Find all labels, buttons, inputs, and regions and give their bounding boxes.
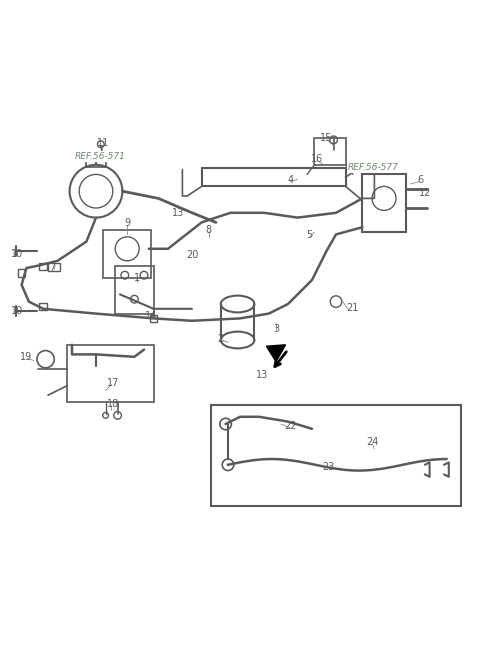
- Text: 19: 19: [20, 352, 33, 362]
- Text: 2: 2: [217, 333, 224, 344]
- Text: REF.56-577: REF.56-577: [348, 163, 399, 172]
- Text: 8: 8: [206, 224, 212, 235]
- Text: 20: 20: [186, 250, 198, 260]
- Text: 16: 16: [311, 154, 323, 164]
- Text: 10: 10: [11, 249, 23, 258]
- Text: 3: 3: [273, 324, 279, 334]
- Text: 1: 1: [134, 273, 140, 283]
- Text: 5: 5: [306, 230, 313, 240]
- Text: 13: 13: [255, 370, 268, 380]
- Text: 6: 6: [417, 175, 423, 185]
- Text: 12: 12: [419, 188, 431, 197]
- Text: 13: 13: [171, 208, 184, 218]
- Text: 9: 9: [124, 218, 130, 228]
- Text: 23: 23: [323, 462, 335, 472]
- Text: 10: 10: [11, 306, 23, 316]
- Text: 14: 14: [145, 311, 157, 321]
- Text: 21: 21: [347, 303, 359, 313]
- Polygon shape: [266, 345, 286, 361]
- Text: 22: 22: [284, 421, 297, 432]
- Text: 15: 15: [320, 133, 333, 144]
- Text: 4: 4: [288, 175, 293, 185]
- Text: 7: 7: [49, 263, 56, 273]
- Text: 17: 17: [107, 379, 119, 388]
- FancyBboxPatch shape: [211, 405, 461, 506]
- Text: 24: 24: [366, 438, 378, 447]
- Text: 11: 11: [97, 138, 109, 148]
- Text: REF.56-571: REF.56-571: [74, 152, 125, 161]
- Text: 18: 18: [107, 399, 119, 409]
